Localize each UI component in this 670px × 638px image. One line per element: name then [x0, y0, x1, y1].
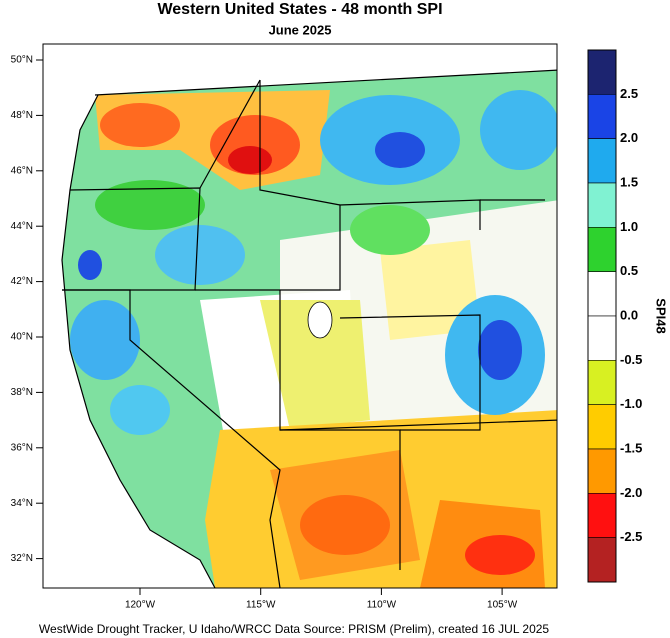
colorbar-bin — [587, 493, 617, 538]
colorbar-bin — [587, 448, 617, 494]
colorbar-label: -1.5 — [620, 440, 642, 455]
latitude-label: 48°N — [11, 110, 33, 121]
map-frame — [42, 43, 558, 589]
longitude-label: 105°W — [487, 600, 518, 611]
colorbar-label: -1.0 — [620, 396, 642, 411]
colorbar-bin — [587, 360, 617, 405]
latitude-label: 46°N — [11, 165, 33, 176]
latitude-label: 50°N — [11, 55, 33, 66]
colorbar-bin — [587, 315, 617, 361]
map-field — [43, 44, 557, 588]
latitude-label: 38°N — [11, 387, 33, 398]
colorbar-bin — [587, 138, 617, 184]
latitude-label: 32°N — [11, 553, 33, 564]
colorbar-label: 1.0 — [620, 219, 638, 234]
colorbar-bin — [587, 227, 617, 272]
longitude-label: 110°W — [367, 600, 397, 611]
longitude-label: 115°W — [246, 600, 276, 611]
longitude-label: 120°W — [125, 600, 156, 611]
colorbar-title: SPI48 — [654, 298, 669, 333]
colorbar-bin — [587, 404, 617, 450]
colorbar-label: -0.5 — [620, 352, 642, 367]
colorbar-label: 1.5 — [620, 174, 638, 189]
latitude-label: 34°N — [11, 498, 33, 509]
latitude-label: 40°N — [11, 332, 33, 343]
colorbar-bin — [587, 49, 617, 95]
colorbar-label: -2.0 — [620, 485, 642, 500]
latitude-label: 42°N — [11, 276, 33, 287]
colorbar-label: 0.0 — [620, 307, 638, 322]
colorbar-label: 2.0 — [620, 130, 638, 145]
map-title: Western United States - 48 month SPI — [157, 1, 442, 18]
colorbar: 2.5 2.0 1.5 1.0 0.5 0.0 -0.5 -1.0 -1.5 -2.0 -2.5 — [587, 49, 642, 583]
colorbar-label: 2.5 — [620, 86, 638, 101]
colorbar-bin — [587, 182, 617, 228]
colorbar-bin — [587, 94, 617, 139]
colorbar-bin — [587, 271, 617, 317]
colorbar-frame — [587, 49, 617, 583]
colorbar-label: -2.5 — [620, 529, 642, 544]
latitude-label: 36°N — [11, 442, 33, 453]
colorbar-bin — [587, 537, 617, 583]
latitude-label: 44°N — [11, 221, 33, 232]
colorbar-label: 0.5 — [620, 263, 638, 278]
map-subtitle: June 2025 — [269, 22, 332, 37]
footer-credit: WestWide Drought Tracker, U Idaho/WRCC D… — [39, 622, 550, 636]
